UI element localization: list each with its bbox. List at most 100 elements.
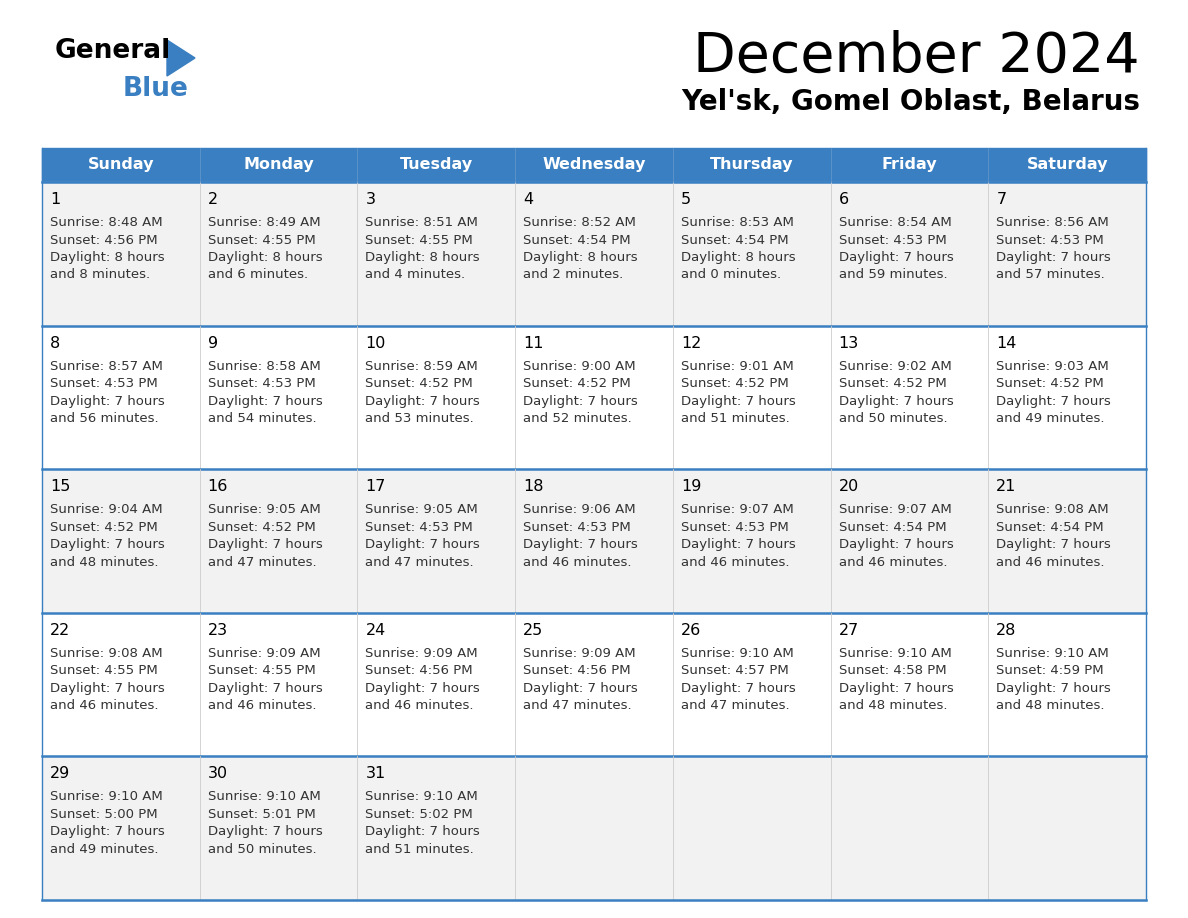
- Bar: [830, 613, 988, 756]
- Text: Daylight: 7 hours: Daylight: 7 hours: [366, 825, 480, 838]
- Bar: [42, 613, 200, 756]
- Bar: [358, 756, 516, 900]
- Text: Sunset: 4:52 PM: Sunset: 4:52 PM: [523, 377, 631, 390]
- Text: and 46 minutes.: and 46 minutes.: [366, 700, 474, 712]
- Text: Daylight: 7 hours: Daylight: 7 hours: [997, 395, 1111, 408]
- Text: 13: 13: [839, 336, 859, 351]
- Text: and 53 minutes.: and 53 minutes.: [366, 412, 474, 425]
- Text: Sunset: 4:54 PM: Sunset: 4:54 PM: [523, 233, 631, 247]
- Text: 29: 29: [50, 767, 70, 781]
- Bar: [200, 613, 358, 756]
- Bar: [42, 148, 200, 182]
- Text: and 47 minutes.: and 47 minutes.: [523, 700, 632, 712]
- Text: 30: 30: [208, 767, 228, 781]
- Text: 4: 4: [523, 192, 533, 207]
- Bar: [200, 469, 358, 613]
- Text: and 50 minutes.: and 50 minutes.: [208, 843, 316, 856]
- Text: Sunrise: 9:10 AM: Sunrise: 9:10 AM: [366, 790, 479, 803]
- Text: Sunrise: 9:03 AM: Sunrise: 9:03 AM: [997, 360, 1110, 373]
- Text: Sunrise: 9:05 AM: Sunrise: 9:05 AM: [208, 503, 321, 516]
- Text: Sunset: 4:53 PM: Sunset: 4:53 PM: [997, 233, 1104, 247]
- Text: Daylight: 7 hours: Daylight: 7 hours: [208, 825, 322, 838]
- Bar: [516, 613, 672, 756]
- Text: Daylight: 7 hours: Daylight: 7 hours: [366, 682, 480, 695]
- Text: 23: 23: [208, 622, 228, 638]
- Text: Sunset: 4:56 PM: Sunset: 4:56 PM: [50, 233, 158, 247]
- Text: Sunrise: 8:58 AM: Sunrise: 8:58 AM: [208, 360, 321, 373]
- Text: 25: 25: [523, 622, 543, 638]
- Text: and 54 minutes.: and 54 minutes.: [208, 412, 316, 425]
- Text: Sunrise: 9:10 AM: Sunrise: 9:10 AM: [839, 647, 952, 660]
- Text: 14: 14: [997, 336, 1017, 351]
- Bar: [42, 756, 200, 900]
- Bar: [42, 182, 200, 326]
- Bar: [830, 182, 988, 326]
- Text: Sunset: 4:53 PM: Sunset: 4:53 PM: [681, 521, 789, 533]
- Text: Sunrise: 8:59 AM: Sunrise: 8:59 AM: [366, 360, 479, 373]
- Text: 22: 22: [50, 622, 70, 638]
- Text: Sunset: 4:54 PM: Sunset: 4:54 PM: [839, 521, 946, 533]
- Text: and 8 minutes.: and 8 minutes.: [50, 268, 150, 282]
- Text: 20: 20: [839, 479, 859, 494]
- Bar: [200, 182, 358, 326]
- Text: Daylight: 7 hours: Daylight: 7 hours: [523, 538, 638, 551]
- Text: Daylight: 7 hours: Daylight: 7 hours: [50, 395, 165, 408]
- Text: Sunset: 5:01 PM: Sunset: 5:01 PM: [208, 808, 316, 821]
- Text: Sunset: 4:52 PM: Sunset: 4:52 PM: [997, 377, 1104, 390]
- Text: Daylight: 8 hours: Daylight: 8 hours: [50, 251, 165, 264]
- Text: and 50 minutes.: and 50 minutes.: [839, 412, 947, 425]
- Text: Sunrise: 9:09 AM: Sunrise: 9:09 AM: [523, 647, 636, 660]
- Text: and 0 minutes.: and 0 minutes.: [681, 268, 781, 282]
- Text: and 52 minutes.: and 52 minutes.: [523, 412, 632, 425]
- Bar: [830, 469, 988, 613]
- Text: Sunset: 4:55 PM: Sunset: 4:55 PM: [208, 233, 316, 247]
- Text: Sunrise: 8:51 AM: Sunrise: 8:51 AM: [366, 216, 479, 229]
- Text: Sunset: 4:57 PM: Sunset: 4:57 PM: [681, 665, 789, 677]
- Text: Yel'sk, Gomel Oblast, Belarus: Yel'sk, Gomel Oblast, Belarus: [681, 88, 1140, 116]
- Text: Sunrise: 9:10 AM: Sunrise: 9:10 AM: [997, 647, 1110, 660]
- Text: 9: 9: [208, 336, 217, 351]
- Text: Sunrise: 9:09 AM: Sunrise: 9:09 AM: [366, 647, 478, 660]
- Text: Sunrise: 8:54 AM: Sunrise: 8:54 AM: [839, 216, 952, 229]
- Bar: [516, 756, 672, 900]
- Bar: [672, 326, 830, 469]
- Text: Sunrise: 9:07 AM: Sunrise: 9:07 AM: [681, 503, 794, 516]
- Text: Daylight: 7 hours: Daylight: 7 hours: [997, 682, 1111, 695]
- Text: 16: 16: [208, 479, 228, 494]
- Text: Sunrise: 9:08 AM: Sunrise: 9:08 AM: [50, 647, 163, 660]
- Text: Sunset: 4:58 PM: Sunset: 4:58 PM: [839, 665, 946, 677]
- Text: 26: 26: [681, 622, 701, 638]
- Text: Daylight: 8 hours: Daylight: 8 hours: [523, 251, 638, 264]
- Text: 21: 21: [997, 479, 1017, 494]
- Text: Sunset: 4:59 PM: Sunset: 4:59 PM: [997, 665, 1104, 677]
- Text: December 2024: December 2024: [694, 30, 1140, 84]
- Text: Saturday: Saturday: [1026, 158, 1108, 173]
- Bar: [358, 613, 516, 756]
- Text: 19: 19: [681, 479, 701, 494]
- Text: Sunrise: 9:01 AM: Sunrise: 9:01 AM: [681, 360, 794, 373]
- Bar: [200, 326, 358, 469]
- Text: Daylight: 7 hours: Daylight: 7 hours: [681, 682, 796, 695]
- Text: 12: 12: [681, 336, 701, 351]
- Text: Sunset: 4:53 PM: Sunset: 4:53 PM: [208, 377, 316, 390]
- Text: 2: 2: [208, 192, 217, 207]
- Text: Daylight: 7 hours: Daylight: 7 hours: [681, 395, 796, 408]
- Bar: [988, 182, 1146, 326]
- Text: Daylight: 8 hours: Daylight: 8 hours: [208, 251, 322, 264]
- Text: Thursday: Thursday: [710, 158, 794, 173]
- Text: Sunset: 4:56 PM: Sunset: 4:56 PM: [366, 665, 473, 677]
- Bar: [358, 326, 516, 469]
- Bar: [516, 326, 672, 469]
- Text: Sunset: 4:56 PM: Sunset: 4:56 PM: [523, 665, 631, 677]
- Bar: [988, 148, 1146, 182]
- Text: and 46 minutes.: and 46 minutes.: [523, 555, 632, 568]
- Text: 1: 1: [50, 192, 61, 207]
- Text: 7: 7: [997, 192, 1006, 207]
- Text: and 47 minutes.: and 47 minutes.: [366, 555, 474, 568]
- Text: and 46 minutes.: and 46 minutes.: [681, 555, 789, 568]
- Text: Sunrise: 8:53 AM: Sunrise: 8:53 AM: [681, 216, 794, 229]
- Text: and 46 minutes.: and 46 minutes.: [839, 555, 947, 568]
- Text: 28: 28: [997, 622, 1017, 638]
- Text: 18: 18: [523, 479, 544, 494]
- Bar: [830, 326, 988, 469]
